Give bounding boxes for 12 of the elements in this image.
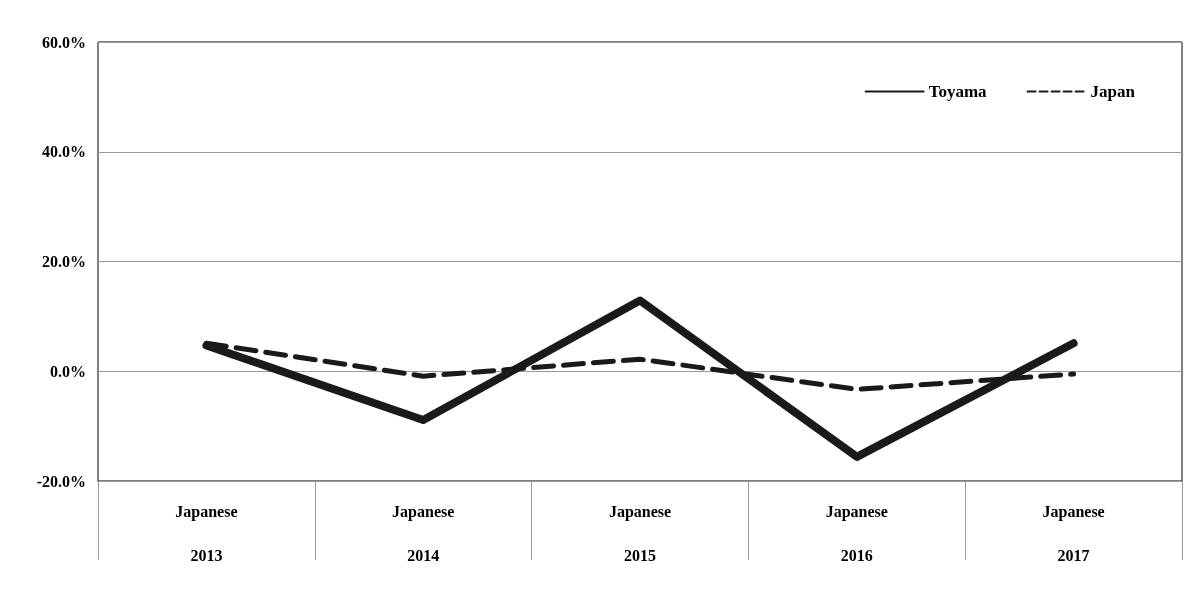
category-label: Japanese 2016 — [825, 502, 888, 564]
category-label: Japanese 2013 — [175, 502, 238, 564]
y-tick-label: -20.0% — [36, 472, 86, 490]
y-tick-label: 20.0% — [42, 253, 86, 270]
category-label: Japanese 2017 — [1042, 502, 1105, 564]
y-tick-label: 60.0% — [42, 33, 86, 51]
category-label: Japanese 2015 — [608, 502, 672, 564]
legend-label: Toyama — [928, 82, 988, 101]
y-tick-label: 40.0% — [42, 143, 86, 161]
y-tick-label: 0.0% — [50, 362, 86, 380]
category-label: Japanese 2014 — [392, 502, 455, 564]
legend-label: Japan — [1090, 82, 1136, 101]
